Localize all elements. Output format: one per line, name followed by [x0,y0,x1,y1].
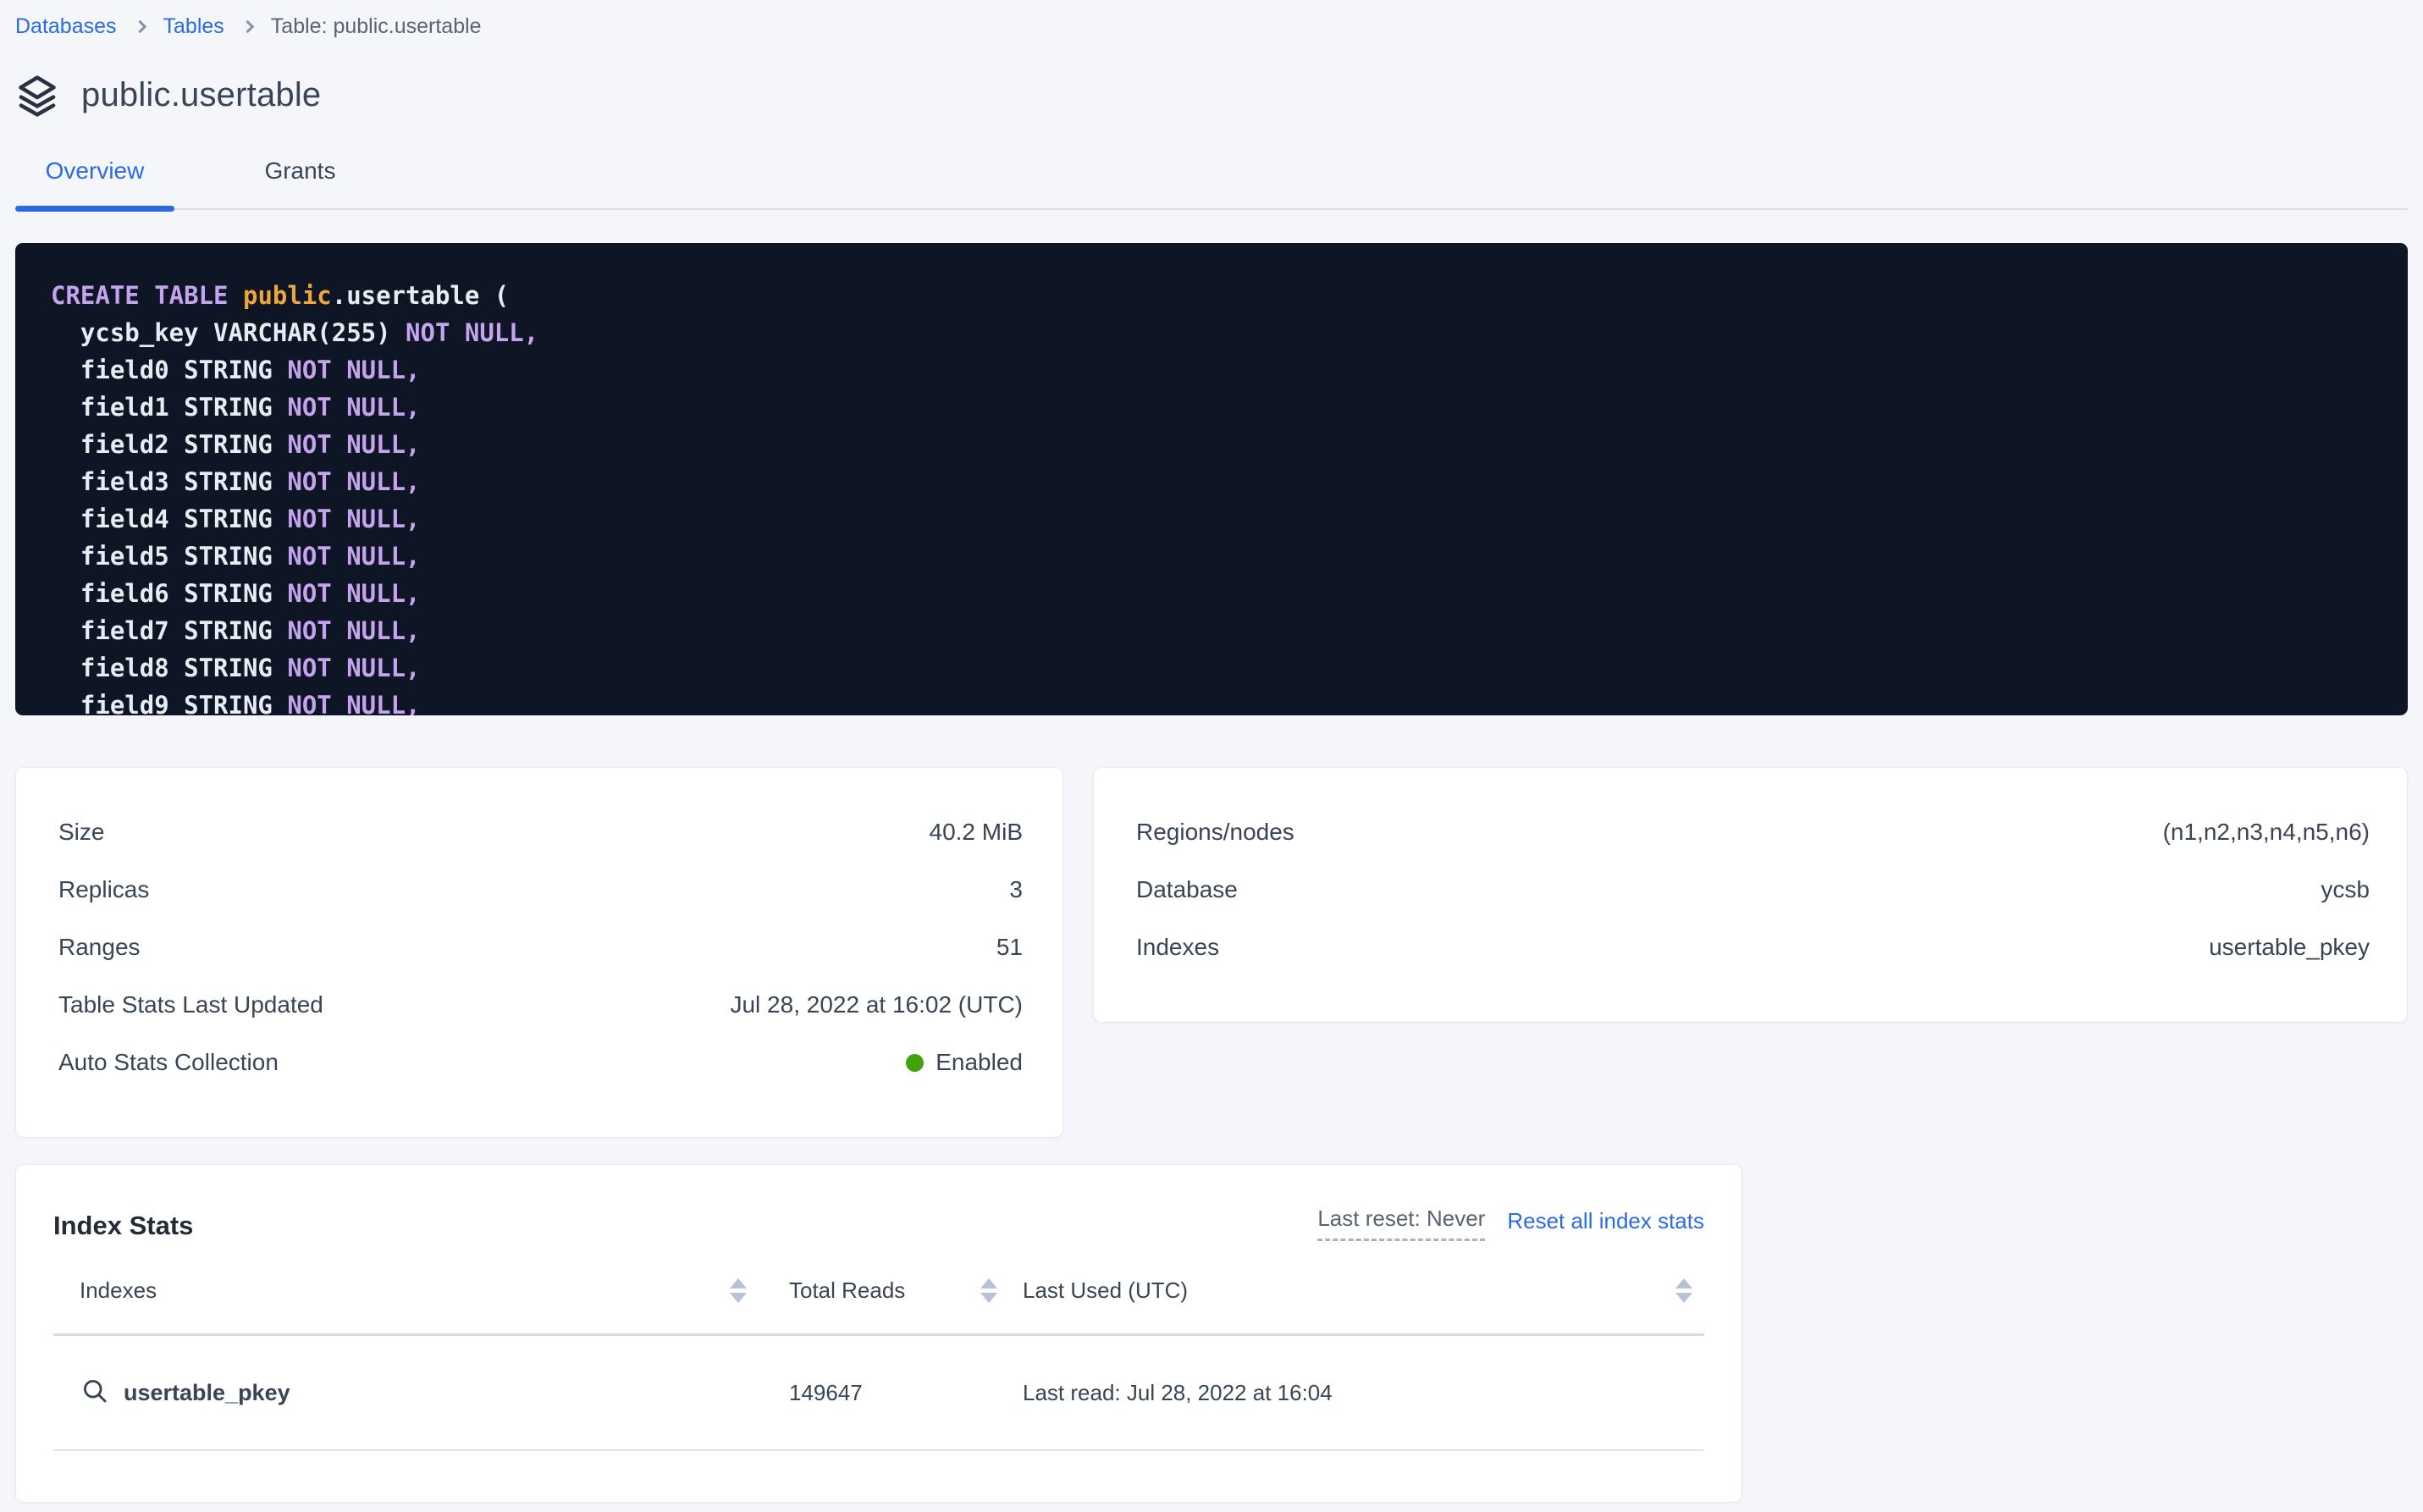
status-enabled-dot-icon [906,1053,924,1072]
breadcrumb-databases[interactable]: Databases [15,14,117,38]
reset-all-index-stats-link[interactable]: Reset all index stats [1507,1208,1704,1233]
index-stats-title: Index Stats [53,1211,194,1240]
detail-row-indexes: Indexes usertable_pkey [1136,919,2370,976]
index-stats-table: Indexes Total Reads Last Used (UTC) [53,1248,1704,1451]
index-stats-table-header: Indexes Total Reads Last Used (UTC) [53,1248,1704,1336]
status-text: Enabled [936,1049,1023,1075]
detail-value: 40.2 MiB [929,819,1024,845]
detail-row-regions: Regions/nodes (n1,n2,n3,n4,n5,n6) [1136,803,2370,861]
detail-value: Jul 28, 2022 at 16:02 (UTC) [730,991,1023,1018]
sql-code-line: field5 STRING NOT NULL, [51,542,421,571]
detail-row-database: Database ycsb [1136,861,2370,919]
tab-bar-divider [15,208,2408,210]
sql-code-line: field7 STRING NOT NULL, [51,616,421,645]
detail-value: 3 [1009,876,1023,902]
create-table-statement: CREATE TABLE public.usertable ( ycsb_key… [15,243,2408,715]
sort-icon[interactable] [1675,1278,1692,1303]
sql-code-line: field6 STRING NOT NULL, [51,579,421,608]
column-header-last-used[interactable]: Last Used (UTC) [997,1277,1704,1304]
index-name-link[interactable]: usertable_pkey [124,1379,290,1405]
detail-row-size: Size 40.2 MiB [58,803,1023,861]
page-title-row: public.usertable [15,73,2408,117]
sort-icon[interactable] [980,1278,997,1303]
sql-code-line: CREATE TABLE public.usertable ( [51,281,510,310]
detail-label: Size [58,819,105,845]
column-header-label: Last Used (UTC) [1023,1277,1189,1303]
column-header-label: Indexes [80,1277,157,1303]
total-reads-value: 149647 [789,1379,863,1405]
column-header-label: Total Reads [789,1277,906,1303]
detail-label: Auto Stats Collection [58,1049,279,1075]
detail-label: Replicas [58,876,150,902]
sql-code-line: field4 STRING NOT NULL, [51,505,421,533]
detail-label: Regions/nodes [1136,819,1294,845]
index-name-cell: usertable_pkey [53,1376,765,1410]
sql-code-line: field9 STRING NOT NULL, [51,691,421,715]
breadcrumb-current: Table: public.usertable [270,14,482,38]
detail-label: Indexes [1136,934,1220,960]
detail-value: Enabled [906,1049,1023,1076]
total-reads-cell: 149647 [765,1380,997,1406]
sql-code-line: field2 STRING NOT NULL, [51,430,421,459]
sql-code-line: field8 STRING NOT NULL, [51,654,421,682]
index-stats-header: Index Stats Last reset: Never Reset all … [53,1204,1704,1241]
detail-row-auto-stats: Auto Stats Collection Enabled [58,1034,1023,1091]
tab-grants[interactable]: Grants [264,157,336,184]
sql-code-line: field0 STRING NOT NULL, [51,356,421,384]
last-used-value: Last read: Jul 28, 2022 at 16:04 [1023,1379,1333,1405]
last-used-cell: Last read: Jul 28, 2022 at 16:04 [997,1380,1704,1406]
detail-row-ranges: Ranges 51 [58,919,1023,976]
table-details-card: Size 40.2 MiB Replicas 3 Ranges 51 Table… [15,767,1063,1138]
column-header-indexes[interactable]: Indexes [53,1277,765,1304]
detail-value: ycsb [2321,876,2370,902]
last-reset-label: Last reset: Never [1317,1206,1486,1241]
detail-label: Ranges [58,934,141,960]
index-stats-card: Index Stats Last reset: Never Reset all … [15,1164,1742,1503]
detail-value: (n1,n2,n3,n4,n5,n6) [2162,819,2370,845]
breadcrumb-tables[interactable]: Tables [163,14,224,38]
tab-bar: Overview Grants [15,147,2408,212]
details-cards-row: Size 40.2 MiB Replicas 3 Ranges 51 Table… [15,767,2408,1138]
chevron-right-icon [133,19,146,33]
column-header-total-reads[interactable]: Total Reads [765,1277,997,1304]
detail-value: usertable_pkey [2209,934,2370,960]
sql-code-line: ycsb_key VARCHAR(255) NOT NULL, [51,318,539,347]
detail-row-stats-updated: Table Stats Last Updated Jul 28, 2022 at… [58,976,1023,1034]
detail-label: Database [1136,876,1238,902]
chevron-right-icon [240,19,255,33]
sql-code-line: field1 STRING NOT NULL, [51,393,421,422]
index-stats-actions: Last reset: Never Reset all index stats [1317,1206,1704,1241]
magnifier-icon[interactable] [80,1376,110,1410]
detail-value: 51 [996,934,1023,960]
sort-icon[interactable] [730,1278,747,1303]
breadcrumb: Databases Tables Table: public.usertable [15,12,2408,41]
detail-label: Table Stats Last Updated [58,991,323,1018]
layers-stack-icon [15,73,59,117]
active-tab-indicator [15,206,174,212]
table-location-card: Regions/nodes (n1,n2,n3,n4,n5,n6) Databa… [1093,767,2408,1023]
sql-code-line: field3 STRING NOT NULL, [51,467,421,496]
page-title: public.usertable [81,75,322,113]
detail-row-replicas: Replicas 3 [58,861,1023,919]
table-row: usertable_pkey 149647 Last read: Jul 28,… [53,1336,1704,1451]
tab-overview[interactable]: Overview [45,157,145,184]
